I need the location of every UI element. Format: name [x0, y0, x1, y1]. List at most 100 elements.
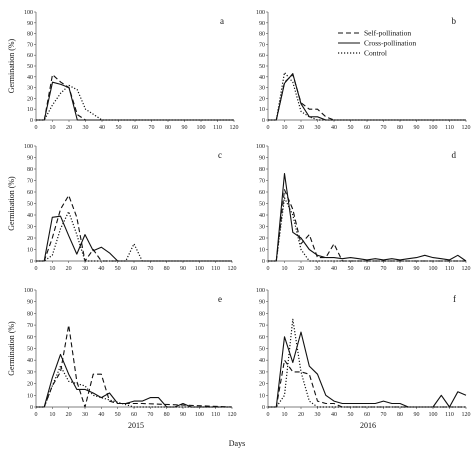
panel-c-x-tick-label: 10	[49, 266, 55, 272]
panel-d-series-self-pollination	[268, 189, 466, 262]
panel-a-x-tick-label: 70	[149, 125, 155, 131]
panel-a-y-axis-title: Germination (%)	[7, 38, 16, 93]
panel-e-series-cross-pollination	[36, 353, 232, 408]
panel-f-x-tick-label: 100	[429, 412, 438, 418]
panel-c-x-tick-label: 20	[66, 266, 72, 272]
panel-d-y-tick-label: 10	[259, 248, 265, 254]
panel-d-x-tick-label: 90	[414, 266, 420, 272]
panel-b-x-tick-label: 0	[267, 125, 270, 131]
panel-c-y-tick-label: 90	[27, 156, 33, 162]
panel-d-y-tick-label: 60	[259, 190, 265, 196]
panel-f-x-tick-label: 80	[397, 412, 403, 418]
panel-b-y-tick-label: 50	[259, 64, 265, 70]
panel-a: 0 10 20 30 40 50 60 70 80 90 100 0 10 20 30 40 50 60 70 80 9…	[7, 10, 239, 131]
panel-f-y-tick-label: 10	[259, 393, 265, 399]
panel-d-x-tick-label: 40	[331, 266, 337, 272]
panel-b-y-tick-label: 0	[262, 118, 265, 124]
panel-d-y-tick-label: 50	[259, 202, 265, 208]
panel-a-series-control	[36, 84, 234, 121]
panel-e-x-tick-label: 40	[98, 412, 104, 418]
panel-d-y-tick-label: 90	[259, 156, 265, 162]
panel-f-y-tick-label: 30	[259, 370, 265, 376]
panel-b-series-self-pollination	[268, 74, 466, 121]
panel-e-x-tick-label: 50	[115, 412, 121, 418]
legend-label-cross: Cross-pollination	[364, 39, 416, 48]
legend: Self-pollination Cross-pollination Contr…	[338, 29, 416, 58]
panel-b-x-tick-label: 90	[414, 125, 420, 131]
panel-d-y-tick-label: 80	[259, 167, 265, 173]
panel-b-x-tick-label: 110	[445, 125, 454, 131]
panel-c-x-tick-label: 30	[82, 266, 88, 272]
panel-e-y-tick-label: 0	[30, 405, 33, 411]
panel-c-y-tick-label: 40	[27, 213, 33, 219]
panel-d-x-tick-label: 20	[298, 266, 304, 272]
panel-d-y-tick-label: 70	[259, 179, 265, 185]
panel-c-x-tick-label: 80	[164, 266, 170, 272]
panel-f-y-tick-label: 40	[259, 358, 265, 364]
panel-a-x-tick-label: 20	[66, 125, 72, 131]
panel-b-series-cross-pollination	[268, 73, 466, 121]
panel-e-x-tick-label: 70	[147, 412, 153, 418]
panel-f-letter: f	[453, 294, 456, 304]
panel-f-x-tick-label: 70	[381, 412, 387, 418]
panel-b-x-tick-label: 20	[298, 125, 304, 131]
panel-d-series-control	[268, 197, 466, 262]
panel-e-y-axis-title: Germination (%)	[7, 321, 16, 376]
panel-f-y-tick-label: 80	[259, 311, 265, 317]
panel-d-x-tick-label: 60	[364, 266, 370, 272]
panel-c-y-tick-label: 10	[27, 248, 33, 254]
panel-e-x-tick-label: 60	[131, 412, 137, 418]
legend-entry-control: Control	[338, 49, 387, 58]
panel-d-x-tick-label: 30	[315, 266, 321, 272]
panel-c-y-tick-label: 50	[27, 202, 33, 208]
panel-d-x-tick-label: 120	[462, 266, 471, 272]
legend-entry-self: Self-pollination	[338, 29, 411, 38]
panel-c-x-tick-label: 120	[228, 266, 237, 272]
panel-e-x-tick-label: 30	[82, 412, 88, 418]
panel-a-y-tick-label: 20	[27, 96, 33, 102]
panel-d-x-tick-label: 70	[381, 266, 387, 272]
panel-b-y-tick-label: 60	[259, 53, 265, 59]
panel-f-x-tick-label: 120	[462, 412, 471, 418]
panel-a-y-tick-label: 10	[27, 107, 33, 113]
panel-a-y-tick-label: 40	[27, 75, 33, 81]
panel-b-y-tick-label: 70	[259, 42, 265, 48]
panel-e-x-tick-label: 80	[164, 412, 170, 418]
panel-c-x-tick-label: 50	[115, 266, 121, 272]
panel-a-x-tick-label: 60	[132, 125, 138, 131]
panel-e-series-self-pollination	[36, 324, 233, 408]
panel-f-x-tick-label: 110	[445, 412, 454, 418]
panel-a-series-cross-pollination	[36, 81, 234, 121]
panel-b-x-tick-label: 60	[364, 125, 370, 131]
panel-e-letter: e	[218, 294, 222, 304]
panel-b-x-tick-label: 40	[331, 125, 337, 131]
panel-c-series-self-pollination	[36, 194, 232, 262]
x-axis-title: Days	[229, 439, 245, 448]
panel-e-x-tick-label: 120	[228, 412, 237, 418]
panel-a-y-tick-label: 50	[27, 64, 33, 70]
panel-d-y-tick-label: 30	[259, 225, 265, 231]
panel-b-x-tick-label: 120	[462, 125, 471, 131]
panel-a-x-tick-label: 120	[230, 125, 239, 131]
panel-f-y-tick-label: 50	[259, 347, 265, 353]
panel-e-y-tick-label: 60	[27, 335, 33, 341]
panel-e-x-tick-label: 20	[66, 412, 72, 418]
panel-d: 0 10 20 30 40 50 60 70 80 90 100 0 10 20 30 40 50 60 70 80 9…	[256, 144, 471, 272]
year-label-left: 2015	[128, 421, 144, 430]
panel-c-series-control	[36, 211, 232, 262]
panel-f-x-tick-label: 10	[282, 412, 288, 418]
panel-a-series-self-pollination	[36, 74, 234, 121]
panel-c-y-axis-title: Germination (%)	[7, 176, 16, 231]
panel-a-y-tick-label: 80	[27, 32, 33, 38]
panel-a-y-tick-label: 90	[27, 21, 33, 27]
panel-e-y-tick-label: 30	[27, 370, 33, 376]
panel-b-y-tick-label: 30	[259, 86, 265, 92]
panel-a-x-tick-label: 40	[99, 125, 105, 131]
panel-e-x-tick-label: 100	[195, 412, 204, 418]
panel-e-y-tick-label: 10	[27, 393, 33, 399]
panel-b-y-tick-label: 90	[259, 21, 265, 27]
panel-a-x-tick-label: 30	[83, 125, 89, 131]
panel-d-x-tick-label: 10	[282, 266, 288, 272]
